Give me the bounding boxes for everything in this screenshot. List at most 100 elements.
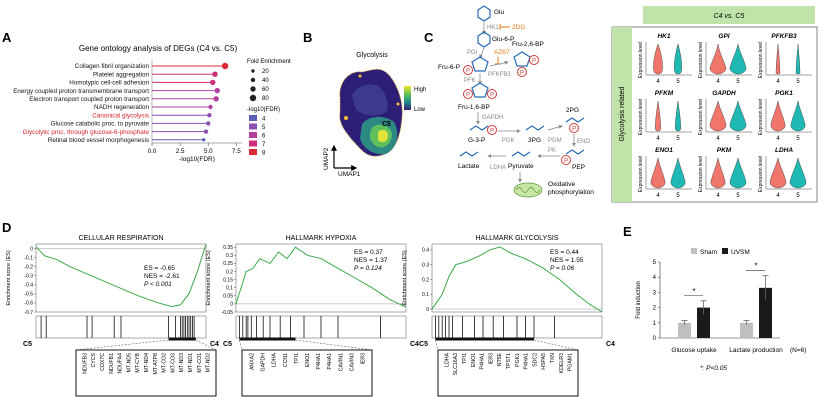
violin-shape [670, 157, 686, 189]
violin-ylabel: Expression level [638, 156, 644, 192]
gsea-y-tick-label: 0.25 [223, 261, 233, 267]
go-x-ticks: 0.0 2.5 5.0 7.5 [148, 143, 241, 155]
enzyme-gapdh: GAPDH [482, 115, 503, 121]
gsea-plots: CELLULAR RESPIRATION Enrichment score (ES… [6, 235, 615, 397]
gsea-gene-label: P4HA1 [327, 353, 333, 370]
bar-sig-mark: * [754, 262, 757, 271]
go-color-legend: 4 5 6 7 8 [249, 115, 266, 157]
bar-category-label: Lactate production [729, 347, 783, 354]
go-size-legend-dot [251, 69, 255, 73]
violin-group-label: 5 [736, 193, 740, 199]
gsea-y-tick-label: 0 [230, 302, 233, 308]
go-size-legend-dot [250, 86, 256, 92]
go-color-legend-swatch [249, 140, 257, 147]
metabolite-fru16bp: Fru-1,6-BP [458, 104, 490, 111]
violin-side-label: Glycolysis related [619, 86, 626, 141]
violin-shape [653, 43, 663, 75]
violin-shape [650, 157, 666, 189]
go-term-dot [212, 71, 218, 77]
violin-group-label: 5 [676, 136, 680, 142]
gsea-gene-label: HSPA5 [541, 353, 547, 370]
go-x-tick-label: 7.5 [232, 148, 241, 155]
violin-gene-label: GPI [718, 33, 729, 40]
violin-group-label: 4 [716, 136, 720, 142]
enzyme-pgk: PGK [502, 138, 515, 144]
gsea-ylabel: Enrichment score (ES) [402, 250, 408, 305]
violin-shape [775, 43, 781, 75]
umap-axis-x: UMAP1 [338, 171, 361, 178]
gsea-gene-label: MT-ND1 [188, 353, 194, 372]
metabolite-oxphos-2: phosphorylation [548, 189, 594, 196]
violin-ylabel: Expression level [758, 99, 764, 135]
panel-e-letter: E [623, 224, 632, 239]
gsea-nes: NES = -2.61 [144, 273, 180, 280]
violin-group-label: 5 [736, 79, 740, 85]
gsea-gene-label: PGK1 [515, 353, 521, 367]
panel-a-title: Gene ontology analysis of DEGs (C4 vs. C… [79, 44, 238, 53]
gsea-gene-label: MT-CO3 [170, 353, 176, 373]
gsea-gene-box [75, 349, 217, 397]
phosphate-1: P [466, 69, 470, 75]
bar-uvsm [759, 287, 772, 338]
gsea-gene-label: LDHA [444, 352, 450, 366]
go-x-tick-label: 0.0 [148, 148, 157, 155]
gsea-y-tick-label: 0.15 [223, 277, 233, 283]
gsea-gene-label: KDELR3 [559, 353, 565, 373]
gsea-gene-label: CCN1 [283, 353, 289, 367]
enzyme-pgi: PGI [467, 50, 478, 56]
gsea-plot-frame [235, 243, 407, 313]
go-term-label: Collagen fibril organization [75, 63, 150, 70]
gsea-title: HALLMARK GLYCOLYSIS [476, 235, 559, 242]
gsea-callout-line [295, 339, 373, 351]
gsea-nes: NES = 1.55 [550, 257, 584, 264]
gsea-gene-label: ENO1 [305, 353, 311, 367]
metabolite-lactate: Lactate [458, 163, 480, 170]
gsea-y-tick-label: 0.2 [226, 269, 233, 275]
umap-axis-y: UMAP2 [323, 147, 330, 170]
gsea-gene-label: MT-CO1 [197, 353, 203, 373]
gsea-gene-label: IER3 [360, 353, 366, 365]
violin-group-label: 4 [716, 79, 720, 85]
metabolite-3pg: 3PG [528, 137, 541, 144]
phosphate-7: P [572, 127, 576, 133]
gsea-p: P = 0.06 [550, 265, 575, 272]
gsea-gene-label: MT-CYB [135, 352, 141, 372]
gsea-gene-label: MT-ND4 [144, 353, 150, 372]
bar-y-tick-label: 1 [653, 321, 657, 327]
gsea-gene-label: P4HA1 [480, 353, 486, 370]
gsea-callout-line [195, 339, 217, 351]
gsea-y-tick-label: -0.3 [24, 274, 33, 280]
violin-ylabel: Expression level [698, 99, 704, 135]
umap-legend-high: High [414, 87, 426, 93]
go-x-tick-label: 2.5 [176, 148, 185, 155]
gsea-y-tick-label: 0.05 [223, 294, 233, 300]
go-x-label: -log10(FDR) [179, 156, 215, 163]
violin-gene-label: GAPDH [712, 90, 736, 97]
gsea-gene-label: P4HA1 [524, 353, 530, 370]
violin-group-label: 5 [796, 193, 800, 199]
gsea-gene-label: MT-ND2 [206, 353, 212, 372]
bar-uvsm [697, 307, 710, 338]
gsea-gene-label: CAVIN3 [349, 353, 355, 371]
go-term-dot [214, 87, 220, 94]
metabolite-fru26bp: Fru-2,6-BP [512, 41, 544, 48]
go-term-dot [213, 96, 219, 102]
bar-legend-swatch-sham [691, 248, 697, 254]
gsea-title: CELLULAR RESPIRATION [78, 235, 163, 242]
go-term-dot [203, 129, 209, 134]
fru16bp-pentagon [471, 82, 489, 98]
phosphate-2: P [532, 59, 536, 65]
violin-group-label: 4 [656, 136, 660, 142]
gsea-gene-label: LDHA [272, 352, 278, 366]
umap-legend-low: Low [414, 107, 426, 113]
violin-group-label: 4 [716, 193, 720, 199]
go-color-legend-label: 6 [262, 134, 266, 140]
go-term-dot [202, 138, 206, 142]
gsea-y-tick-label: 0 [426, 307, 429, 313]
violin-ylabel: Expression level [638, 99, 644, 135]
violin-group-label: 4 [776, 136, 780, 142]
enzyme-ldha: LDHA [490, 165, 506, 171]
bar-sham [678, 322, 691, 338]
gsea-y-tick-label: -0.4 [24, 283, 33, 289]
go-term-label: Energy coupled proton transmembrane tran… [13, 88, 149, 95]
